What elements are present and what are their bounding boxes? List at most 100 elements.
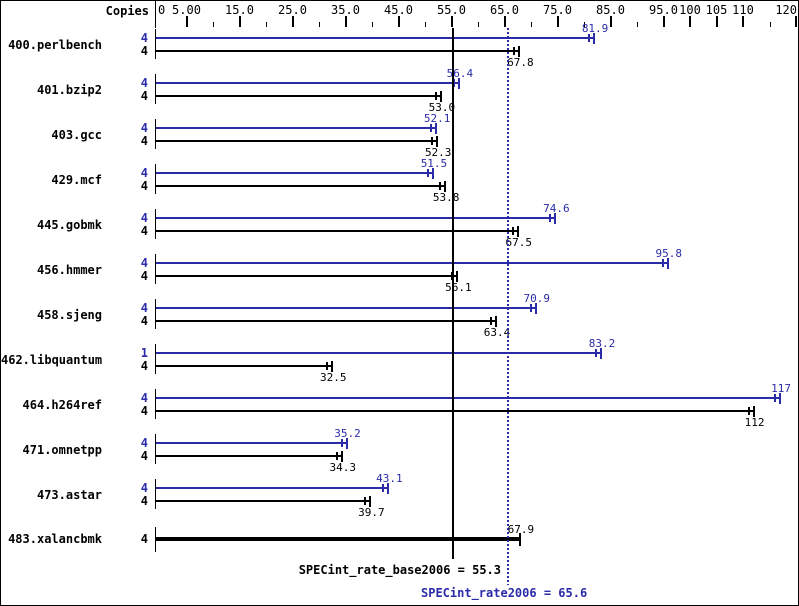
result-bar — [156, 275, 458, 277]
bar-value-label: 34.3 — [329, 461, 357, 474]
result-bar — [156, 537, 520, 541]
copies-value: 4 — [140, 211, 148, 225]
result-bar — [156, 442, 347, 444]
result-bar — [156, 487, 389, 489]
copies-value: 4 — [140, 44, 148, 58]
axis-tick-label: 55.0 — [437, 3, 466, 17]
result-bar — [156, 500, 371, 502]
bar-value-label: 74.6 — [543, 202, 570, 215]
copies-value: 4 — [140, 121, 148, 135]
bar-median-tick — [588, 34, 591, 42]
bar-end-cap — [369, 496, 372, 507]
peak-mean-reference-line — [506, 28, 509, 585]
axis-minor-tick — [478, 22, 479, 27]
bar-median-tick — [513, 47, 516, 55]
bar-end-cap — [518, 533, 521, 546]
bar-median-tick — [430, 124, 433, 132]
bar-value-label: 39.7 — [358, 506, 385, 519]
benchmark-label: 401.bzip2 — [36, 82, 102, 97]
bar-median-tick — [594, 349, 597, 357]
axis-zero-label: 0 — [158, 3, 166, 17]
benchmark-group-bracket — [155, 254, 156, 284]
benchmark-label: 429.mcf — [51, 172, 102, 187]
axis-major-tick — [715, 16, 718, 27]
axis-major-tick — [662, 16, 665, 27]
bar-end-cap — [534, 303, 537, 314]
axis-minor-tick — [637, 22, 638, 27]
benchmark-label: 464.h264ref — [22, 397, 102, 412]
bar-value-label: 32.5 — [320, 371, 347, 384]
copies-value: 4 — [140, 179, 148, 193]
bar-end-cap — [752, 406, 755, 417]
benchmark-group-bracket — [155, 479, 156, 509]
copies-value: 4 — [140, 31, 148, 45]
bar-end-cap — [593, 33, 596, 44]
base-mean-reference-line — [452, 28, 455, 559]
axis-minor-tick — [769, 22, 771, 27]
copies-value: 4 — [140, 301, 148, 315]
benchmark-group-bracket — [155, 29, 156, 59]
bar-median-tick — [340, 439, 343, 447]
bar-median-tick — [549, 214, 552, 222]
axis-minor-tick — [319, 22, 320, 27]
bar-end-cap — [516, 226, 519, 237]
benchmark-group-bracket — [155, 299, 156, 329]
benchmark-label: 400.perlbench — [8, 37, 102, 52]
bar-end-cap — [436, 136, 439, 147]
bar-median-tick — [426, 169, 429, 177]
bar-end-cap — [387, 483, 390, 494]
axis-minor-tick — [531, 22, 532, 27]
copies-value: 4 — [140, 134, 148, 148]
axis-minor-tick — [372, 22, 373, 27]
axis-major-tick — [291, 16, 294, 27]
axis-major-tick — [450, 16, 453, 27]
result-bar — [156, 397, 781, 399]
axis-major-tick — [795, 16, 797, 27]
bar-value-label: 67.5 — [505, 236, 533, 249]
axis-tick-label: 65.0 — [490, 3, 519, 17]
bar-end-cap — [554, 213, 557, 224]
benchmark-group-bracket — [155, 119, 156, 149]
bar-end-cap — [444, 181, 447, 192]
result-bar — [156, 50, 520, 52]
bar-median-tick — [661, 259, 664, 267]
copies-value: 4 — [140, 224, 148, 238]
result-bar — [156, 262, 668, 264]
bar-end-cap — [779, 393, 782, 404]
bar-value-label: 56.4 — [446, 67, 474, 80]
bar-median-tick — [431, 137, 434, 145]
bar-median-tick — [439, 182, 442, 190]
bar-value-label: 52.1 — [423, 112, 451, 125]
result-bar — [156, 230, 518, 232]
bar-end-cap — [457, 78, 460, 89]
result-bar — [156, 37, 595, 39]
axis-major-tick — [689, 16, 691, 27]
axis-tick-label: 120 — [775, 3, 797, 17]
copies-value: 4 — [140, 314, 148, 328]
bar-median-tick — [364, 497, 367, 505]
copies-value: 4 — [140, 494, 148, 508]
bar-median-tick — [774, 394, 777, 402]
benchmark-label: 483.xalancbmk — [8, 532, 102, 546]
bar-median-tick — [382, 484, 385, 492]
result-bar — [156, 455, 342, 457]
axis-major-tick — [397, 16, 400, 27]
benchmark-group-bracket — [155, 434, 156, 464]
result-bar — [156, 82, 459, 84]
copies-value: 4 — [140, 256, 148, 270]
peak-mean-label: SPECint_rate2006 = 65.6 — [421, 586, 588, 600]
axis-minor-tick — [213, 22, 214, 27]
bar-end-cap — [431, 168, 434, 179]
bar-value-label: 83.2 — [588, 337, 616, 350]
copies-value: 4 — [140, 404, 148, 418]
copies-value: 4 — [140, 89, 148, 103]
copies-value: 4 — [140, 436, 148, 450]
bar-end-cap — [435, 123, 438, 134]
benchmark-label: 471.omnetpp — [22, 442, 102, 457]
bar-median-tick — [326, 362, 329, 370]
copies-value: 4 — [140, 391, 148, 405]
bar-median-tick — [490, 317, 493, 325]
copies-value: 4 — [140, 449, 148, 463]
result-bar — [156, 307, 536, 309]
